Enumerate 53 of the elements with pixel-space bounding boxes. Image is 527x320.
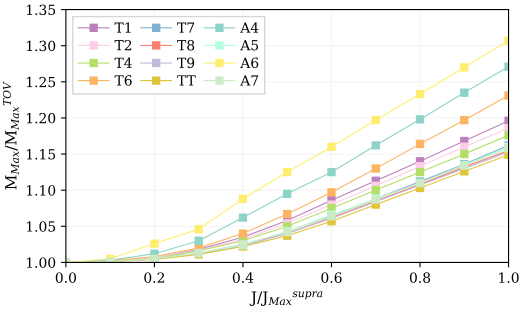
y-axis-title: M$_{Max}$/M$_{Max}$$^{TOV}$: [2, 81, 19, 190]
x-tick-label: 0.2: [144, 272, 164, 283]
y-tick-label: 1.20: [26, 112, 56, 124]
legend-label: T4: [114, 58, 132, 68]
legend-label: T1: [114, 22, 131, 33]
point: [283, 168, 292, 176]
point: [238, 213, 248, 222]
x-tick-label: 1.0: [499, 272, 519, 283]
point: [283, 190, 292, 198]
point: [238, 194, 248, 204]
y-tick-label: 1.00: [26, 257, 56, 268]
x-tick-label: 0.6: [321, 272, 342, 283]
point: [372, 186, 380, 194]
legend-label: T6: [114, 75, 132, 86]
x-axis-title: J/J$_{Max}$$^{supra}$: [250, 291, 322, 306]
x-tick-label: 0.0: [56, 272, 76, 283]
legend-label: A6: [240, 58, 258, 68]
point: [238, 229, 248, 238]
y-tick-label: 1.05: [26, 221, 56, 232]
point: [327, 142, 336, 151]
point: [194, 236, 203, 245]
y-tick-label: 1.25: [26, 76, 56, 88]
legend-label: A7: [240, 75, 258, 86]
legend-label: TT: [177, 75, 196, 86]
y-tick-label: 1.30: [26, 40, 56, 52]
x-tick-label: 0.4: [232, 272, 254, 283]
point: [327, 168, 336, 176]
point: [327, 188, 336, 197]
point: [416, 140, 424, 148]
point: [460, 142, 468, 151]
legend-label: A5: [240, 40, 258, 50]
point: [372, 116, 380, 124]
y-tick-label: 1.10: [26, 185, 56, 196]
point: [460, 88, 468, 97]
point: [416, 90, 424, 98]
legend-label: T7: [177, 22, 194, 33]
legend-label: T9: [177, 58, 194, 68]
point: [460, 116, 468, 124]
point: [460, 63, 468, 72]
point: [283, 210, 292, 218]
point: [416, 115, 424, 124]
legend-label: A4: [240, 22, 258, 33]
x-tick-label: 0.8: [410, 272, 430, 283]
legend-label: T2: [114, 40, 132, 50]
point: [372, 164, 380, 173]
point: [460, 150, 468, 158]
point: [194, 225, 203, 234]
legend-label: T8: [177, 40, 194, 50]
point: [416, 168, 424, 176]
point: [150, 239, 159, 248]
point: [372, 141, 380, 150]
y-tick-label: 1.35: [26, 4, 56, 16]
y-tick-label: 1.15: [26, 149, 56, 160]
